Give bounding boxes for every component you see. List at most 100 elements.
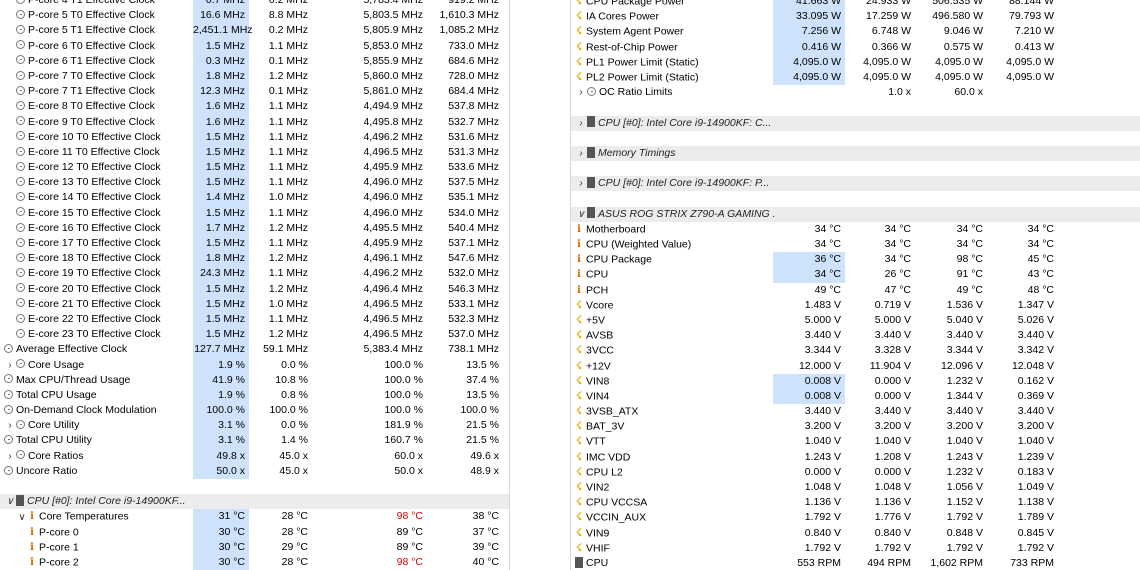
current-value: 1.5 MHz	[193, 327, 249, 343]
sensor-row[interactable]: › Core Ratios 49.8 x 45.0 x 60.0 x 49.6 x	[0, 448, 509, 464]
sensor-row[interactable]: ☇ +5V 5.000 V 5.000 V 5.040 V 5.026 V	[571, 313, 1140, 328]
average-value: 537.1 MHz	[448, 237, 499, 249]
sensor-row[interactable]: ∨ ℹ Core Temperatures 31 °C 28 °C 98 °C 38 °C	[0, 509, 509, 525]
sensor-row[interactable]: Average Effective Clock 127.7 MHz 59.1 MHz…	[0, 342, 509, 358]
sensor-row[interactable]: Total CPU Utility 3.1 % 1.4 % 160.7 % 21.5 %	[0, 433, 509, 449]
sensor-row[interactable]: E-core 14 T0 Effective Clock 1.4 MHz 1.0 M…	[0, 190, 509, 206]
sensor-circle-icon	[4, 435, 13, 445]
sensor-row[interactable]: ☇ VHIF 1.792 V 1.792 V 1.792 V 1.792 V	[571, 541, 1140, 556]
collapse-chevron-icon[interactable]: ∨	[577, 208, 585, 220]
sensor-row[interactable]: E-core 9 T0 Effective Clock 1.6 MHz 1.1 MH…	[0, 114, 509, 130]
current-value: 34 °C	[773, 267, 845, 283]
sensor-row[interactable]: ℹ P-core 0 30 °C 28 °C 89 °C 37 °C	[0, 524, 509, 540]
sensor-row[interactable]: E-core 11 T0 Effective Clock 1.5 MHz 1.1 M…	[0, 144, 509, 161]
sensor-row[interactable]: E-core 22 T0 Effective Clock 1.5 MHz 1.1 M…	[0, 311, 509, 328]
sensor-row[interactable]: ☇ IMC VDD 1.243 V 1.208 V 1.243 V 1.239 V	[571, 450, 1140, 465]
collapse-chevron-icon[interactable]: ∨	[18, 511, 26, 523]
sensor-row[interactable]: ℹ P-core 2 30 °C 28 °C 98 °C 40 °C	[0, 554, 509, 570]
sensor-row[interactable]: ☇ 3VCC 3.344 V 3.328 V 3.344 V 3.342 V	[571, 343, 1140, 358]
sensor-row[interactable]: E-core 23 T0 Effective Clock 1.5 MHz 1.2 M…	[0, 327, 509, 343]
sensor-row[interactable]: ☇ CPU Package Power 41.663 W 24.933 W 506.53…	[571, 0, 1140, 10]
sensor-row[interactable]: ☇ PL2 Power Limit (Static) 4,095.0 W 4,095.…	[571, 69, 1140, 86]
sensor-row[interactable]: › Core Utility 3.1 % 0.0 % 181.9 % 21.5 %	[0, 418, 509, 434]
sensor-group-header[interactable]: › CPU [#0]: Intel Core i9-14900KF: C...	[571, 115, 1140, 131]
sensor-row[interactable]: ☇ VCCIN_AUX 1.792 V 1.776 V 1.792 V 1.789 V	[571, 510, 1140, 525]
sensor-row[interactable]: ℹ P-core 1 30 °C 29 °C 89 °C 39 °C	[0, 539, 509, 555]
sensor-row[interactable]: ☇ 3VSB_ATX 3.440 V 3.440 V 3.440 V 3.440 V	[571, 404, 1140, 419]
sensor-row[interactable]: CPU 553 RPM 494 RPM 1,602 RPM 733 RPM	[571, 556, 1140, 570]
sensor-group-header[interactable]: ∨ CPU [#0]: Intel Core i9-14900KF...	[0, 494, 509, 510]
sensor-row[interactable]: P-core 7 T0 Effective Clock 1.8 MHz 1.2 MH…	[0, 68, 509, 85]
sensor-row[interactable]: ☇ +12V 12.000 V 11.904 V 12.096 V 12.048 V	[571, 359, 1140, 374]
sensor-name-cell: ☇ VIN4	[571, 389, 775, 404]
expand-chevron-icon[interactable]: ›	[8, 359, 12, 371]
expand-chevron-icon[interactable]: ›	[579, 178, 583, 190]
max-value: 5,861.0 MHz	[363, 85, 423, 98]
sensor-row[interactable]: ℹ CPU 34 °C 26 °C 91 °C 43 °C	[571, 267, 1140, 283]
sensor-row[interactable]: ☇ VIN9 0.840 V 0.840 V 0.848 V 0.845 V	[571, 526, 1140, 541]
sensor-row[interactable]: ☇ VTT 1.040 V 1.040 V 1.040 V 1.040 V	[571, 434, 1140, 449]
sensor-row[interactable]: E-core 13 T0 Effective Clock 1.5 MHz 1.1 M…	[0, 175, 509, 191]
sensor-row[interactable]: ☇ CPU VCCSA 1.136 V 1.136 V 1.152 V 1.138 V	[571, 495, 1140, 510]
sensor-group-header[interactable]: ∨ ASUS ROG STRIX Z790-A GAMING ...	[571, 206, 1140, 222]
sensor-row[interactable]: Uncore Ratio 50.0 x 45.0 x 50.0 x 48.9 x	[0, 463, 509, 479]
sensor-row[interactable]: Max CPU/Thread Usage 41.9 % 10.8 % 100.0 % 3…	[0, 372, 509, 388]
sensor-row[interactable]: ☇ BAT_3V 3.200 V 3.200 V 3.200 V 3.200 V	[571, 419, 1140, 434]
sensor-row[interactable]: ☇ Rest-of-Chip Power 0.416 W 0.366 W 0.575 W…	[571, 39, 1140, 55]
expand-chevron-icon[interactable]: ›	[579, 147, 583, 159]
sensor-row[interactable]: E-core 19 T0 Effective Clock 24.3 MHz 1.1 …	[0, 266, 509, 282]
sensor-row[interactable]: P-core 7 T1 Effective Clock 12.3 MHz 0.1 M…	[0, 84, 509, 100]
current-value: 1.9 %	[193, 357, 249, 373]
sensor-row[interactable]: ☇ VIN4 0.008 V 0.000 V 1.344 V 0.369 V	[571, 388, 1140, 405]
sensor-group-header[interactable]: › Memory Timings	[571, 145, 1140, 162]
current-value: 1.6 MHz	[193, 114, 249, 130]
sensor-row[interactable]: Total CPU Usage 1.9 % 0.8 % 100.0 % 13.5 %	[0, 387, 509, 404]
sensor-row[interactable]: E-core 17 T0 Effective Clock 1.5 MHz 1.1 M…	[0, 236, 509, 252]
sensor-row[interactable]: P-core 6 T0 Effective Clock 1.5 MHz 1.1 MH…	[0, 38, 509, 54]
sensor-row[interactable]: E-core 20 T0 Effective Clock 1.5 MHz 1.2 M…	[0, 281, 509, 297]
sensor-label: CPU [#0]: Intel Core i9-14900KF...	[27, 495, 186, 508]
sensor-name-cell: E-core 9 T0 Effective Clock	[0, 115, 204, 130]
sensor-row[interactable]: ☇ Vcore 1.483 V 0.719 V 1.536 V 1.347 V	[571, 298, 1140, 313]
sensor-row[interactable]: E-core 18 T0 Effective Clock 1.8 MHz 1.2 M…	[0, 251, 509, 267]
sensor-row[interactable]: ☇ AVSB 3.440 V 3.440 V 3.440 V 3.440 V	[571, 328, 1140, 343]
sensor-row[interactable]: ☇ VIN8 0.008 V 0.000 V 1.232 V 0.162 V	[571, 373, 1140, 389]
sensor-row[interactable]: ☇ System Agent Power 7.256 W 6.748 W 9.046 W…	[571, 24, 1140, 40]
sensor-row[interactable]: P-core 4 T1 Effective Clock 0.7 MHz 0.2 MH…	[0, 0, 509, 9]
sensor-row[interactable]: ☇ VIN2 1.048 V 1.048 V 1.056 V 1.049 V	[571, 480, 1140, 495]
max-value: 3.344 V	[946, 344, 983, 357]
sensor-row[interactable]: P-core 6 T1 Effective Clock 0.3 MHz 0.1 MH…	[0, 53, 509, 69]
sensor-row[interactable]: ℹ CPU Package 36 °C 34 °C 98 °C 45 °C	[571, 252, 1140, 268]
sensor-row[interactable]: E-core 12 T0 Effective Clock 1.5 MHz 1.1 M…	[0, 160, 509, 176]
sensor-row[interactable]: E-core 16 T0 Effective Clock 1.7 MHz 1.2 M…	[0, 220, 509, 236]
sensor-row[interactable]: E-core 10 T0 Effective Clock 1.5 MHz 1.1 M…	[0, 129, 509, 145]
sensor-group-header[interactable]: › CPU [#0]: Intel Core i9-14900KF: P...	[571, 176, 1140, 192]
sensor-row[interactable]: ℹ Motherboard 34 °C 34 °C 34 °C 34 °C	[571, 222, 1140, 237]
sensor-row[interactable]: › OC Ratio Limits 1.0 x 60.0 x	[571, 85, 1140, 100]
sensor-row[interactable]: ☇ IA Cores Power 33.095 W 17.259 W 496.580 W…	[571, 9, 1140, 25]
expand-chevron-icon[interactable]: ›	[8, 450, 12, 462]
expand-chevron-icon[interactable]: ›	[8, 420, 12, 432]
sensor-row[interactable]: P-core 5 T1 Effective Clock 2,451.1 MHz 0.…	[0, 23, 509, 39]
sensor-row[interactable]: P-core 5 T0 Effective Clock 16.6 MHz 8.8 M…	[0, 8, 509, 24]
sensor-row[interactable]: E-core 15 T0 Effective Clock 1.5 MHz 1.1 M…	[0, 205, 509, 221]
sensor-row[interactable]: ☇ CPU L2 0.000 V 0.000 V 1.232 V 0.183 V	[571, 465, 1140, 480]
sensor-name-cell: P-core 6 T1 Effective Clock	[0, 54, 204, 69]
sensor-row[interactable]: ℹ PCH 49 °C 47 °C 49 °C 48 °C	[571, 283, 1140, 298]
current-value: 1.8 MHz	[193, 251, 249, 267]
sensor-row[interactable]: E-core 21 T0 Effective Clock 1.5 MHz 1.0 M…	[0, 296, 509, 312]
sensor-row[interactable]: ☇ PL1 Power Limit (Static) 4,095.0 W 4,095.…	[571, 54, 1140, 70]
sensor-label: CPU VCCSA	[586, 496, 648, 509]
collapse-chevron-icon[interactable]: ∨	[6, 496, 14, 508]
min-value: 24.933 W	[866, 0, 911, 7]
sensor-row[interactable]: E-core 8 T0 Effective Clock 1.6 MHz 1.1 MH…	[0, 99, 509, 115]
expand-chevron-icon[interactable]: ›	[579, 117, 583, 129]
power-bolt-icon: ☇	[575, 25, 582, 38]
sensor-row[interactable]: ℹ CPU (Weighted Value) 34 °C 34 °C 34 °C 34 °…	[571, 237, 1140, 252]
expand-chevron-icon[interactable]: ›	[579, 87, 583, 99]
left-sensor-list: P-core 4 T1 Effective Clock 0.7 MHz 0.2 MH…	[0, 0, 509, 570]
sensor-row[interactable]: On-Demand Clock Modulation 100.0 % 100.0 %…	[0, 403, 509, 419]
min-value: 1.1 MHz	[268, 312, 308, 325]
min-value: 45.0 x	[279, 464, 308, 477]
sensor-row[interactable]: › Core Usage 1.9 % 0.0 % 100.0 % 13.5 %	[0, 357, 509, 373]
